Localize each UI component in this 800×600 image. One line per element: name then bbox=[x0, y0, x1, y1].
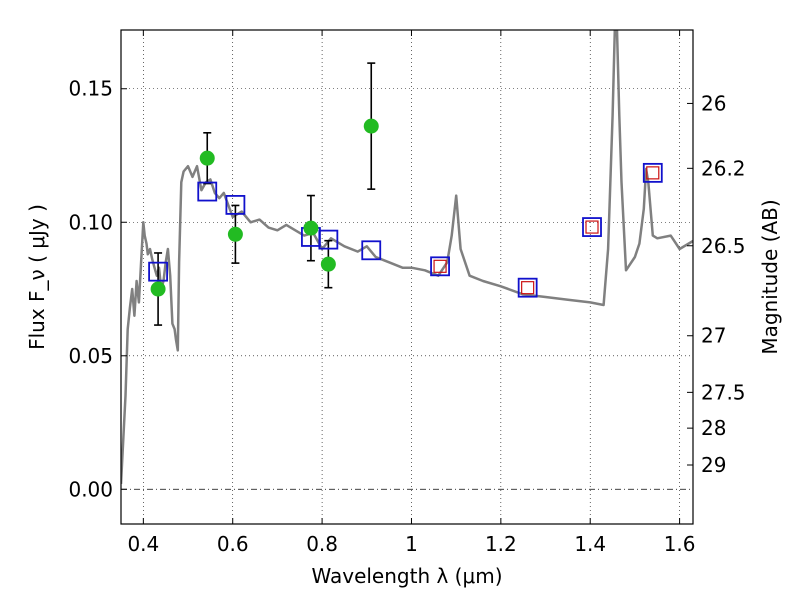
right-tick-label: 27.5 bbox=[701, 380, 746, 404]
y-tick-label: 0.15 bbox=[68, 77, 113, 101]
synthetic-square bbox=[197, 181, 218, 202]
synthetic-square bbox=[361, 240, 382, 261]
synthetic-square-inner bbox=[433, 259, 447, 273]
observed-point bbox=[303, 220, 319, 236]
observed-point bbox=[320, 256, 336, 272]
observed-point bbox=[227, 226, 243, 242]
x-tick-label: 1.2 bbox=[485, 532, 517, 556]
x-axis-ticks: 0.4 0.6 0.8 1 1.2 1.4 1.6 bbox=[127, 30, 696, 556]
synthetic-square bbox=[517, 277, 538, 298]
y-tick-label: 0.10 bbox=[68, 210, 113, 234]
right-tick-label: 28 bbox=[701, 416, 726, 440]
y-axis-label-left: Flux F_ν ( μJy ) bbox=[25, 204, 49, 350]
synthetic-square bbox=[148, 261, 168, 282]
y-axis-label-right: Magnitude (AB) bbox=[758, 199, 782, 354]
right-tick-label: 27 bbox=[701, 324, 726, 348]
right-tick-label: 26 bbox=[701, 91, 726, 115]
synthetic-square bbox=[318, 229, 339, 250]
synthetic-square-inner bbox=[585, 220, 599, 234]
right-tick-label: 26.2 bbox=[701, 156, 746, 180]
x-tick-label: 0.8 bbox=[306, 532, 338, 556]
y-axis-ticks: 0.00 0.05 0.10 0.15 bbox=[68, 77, 127, 501]
model-sed-line bbox=[121, 30, 693, 484]
observed-point bbox=[150, 281, 166, 297]
observed-point bbox=[199, 150, 215, 166]
x-tick-label: 0.4 bbox=[127, 532, 159, 556]
x-tick-label: 0.6 bbox=[217, 532, 249, 556]
x-axis-label: Wavelength λ (μm) bbox=[311, 564, 502, 588]
observed-photometry-points bbox=[150, 118, 379, 297]
y-tick-label: 0.05 bbox=[68, 344, 113, 368]
right-tick-label: 26.5 bbox=[701, 234, 746, 258]
plot-frame bbox=[120, 29, 694, 525]
observed-point bbox=[363, 118, 379, 134]
synthetic-square bbox=[225, 195, 246, 215]
y-tick-label: 0.00 bbox=[68, 477, 113, 501]
synthetic-square bbox=[430, 256, 450, 277]
synthetic-square-inner bbox=[521, 281, 535, 295]
synthetic-square-inner bbox=[646, 166, 660, 180]
synthetic-square bbox=[582, 217, 602, 237]
synthetic-photometry-squares bbox=[148, 162, 663, 298]
right-axis-ticks: 26 26.2 26.5 27 27.5 28 29 bbox=[687, 91, 746, 477]
x-tick-label: 1.4 bbox=[574, 532, 606, 556]
x-tick-label: 1.6 bbox=[664, 532, 696, 556]
synthetic-square bbox=[642, 162, 663, 183]
right-tick-label: 29 bbox=[701, 453, 726, 477]
x-tick-label: 1 bbox=[405, 532, 418, 556]
